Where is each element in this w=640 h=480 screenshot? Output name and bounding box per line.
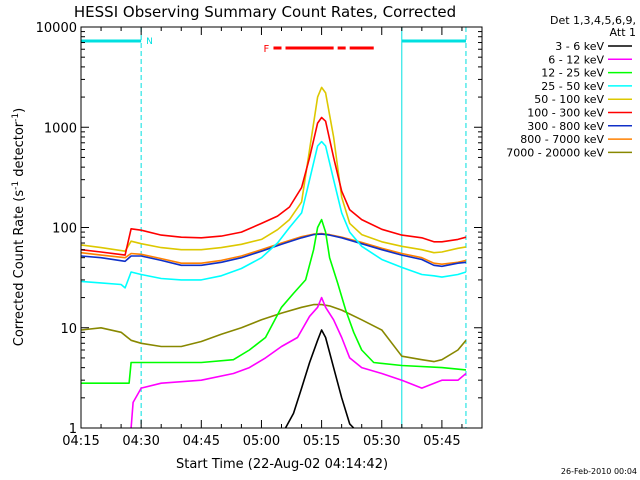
legend-entry-label: 6 - 12 keV	[548, 53, 604, 66]
y-axis-label: Corrected Count Rate (s-1 detector-1)	[11, 108, 27, 346]
flare-label: F	[263, 44, 269, 55]
series-line-2	[81, 218, 467, 384]
y-tick-label: 10	[60, 322, 77, 337]
x-tick-label: 05:45	[423, 434, 460, 449]
x-tick-label: 04:45	[183, 434, 220, 449]
legend-entry-label: 800 - 7000 keV	[520, 133, 604, 146]
legend-header-line: Att 1	[610, 26, 636, 39]
legend-entry-label: 7000 - 20000 keV	[506, 146, 604, 159]
series-line-6	[80, 233, 467, 268]
series-line-7	[80, 232, 467, 265]
night-label: N	[146, 37, 153, 47]
x-tick-label: 05:30	[363, 434, 400, 449]
y-tick-label: 10000	[36, 21, 77, 36]
legend-entry-label: 100 - 300 keV	[527, 107, 604, 120]
series-line-0	[284, 329, 355, 429]
x-tick-label: 04:30	[122, 434, 159, 449]
x-axis-label: Start Time (22-Aug-02 04:14:42)	[176, 457, 388, 472]
legend-entry-label: 12 - 25 keV	[541, 67, 604, 80]
x-tick-label: 05:15	[303, 434, 340, 449]
chart-title: HESSI Observing Summary Count Rates, Cor…	[74, 3, 456, 21]
y-tick-label: 1000	[44, 121, 77, 136]
legend-entry-label: 50 - 100 keV	[534, 93, 604, 106]
legend-entry-label: 300 - 800 keV	[527, 120, 604, 133]
series-line-3	[80, 140, 467, 289]
series-line-5	[80, 116, 467, 256]
series-line-4	[80, 86, 467, 254]
x-tick-label: 04:15	[62, 434, 99, 449]
series-line-8	[80, 303, 467, 363]
legend-entry-label: 3 - 6 keV	[555, 40, 604, 53]
series-line-1	[130, 296, 467, 429]
legend-entry-label: 25 - 50 keV	[541, 80, 604, 93]
legend-header-line: Det 1,3,4,5,6,9,	[550, 14, 636, 27]
y-tick-label: 100	[52, 222, 77, 237]
x-tick-label: 05:00	[243, 434, 280, 449]
date-stamp: 26-Feb-2010 00:04	[561, 467, 637, 476]
y-tick-label: 1	[69, 422, 77, 437]
